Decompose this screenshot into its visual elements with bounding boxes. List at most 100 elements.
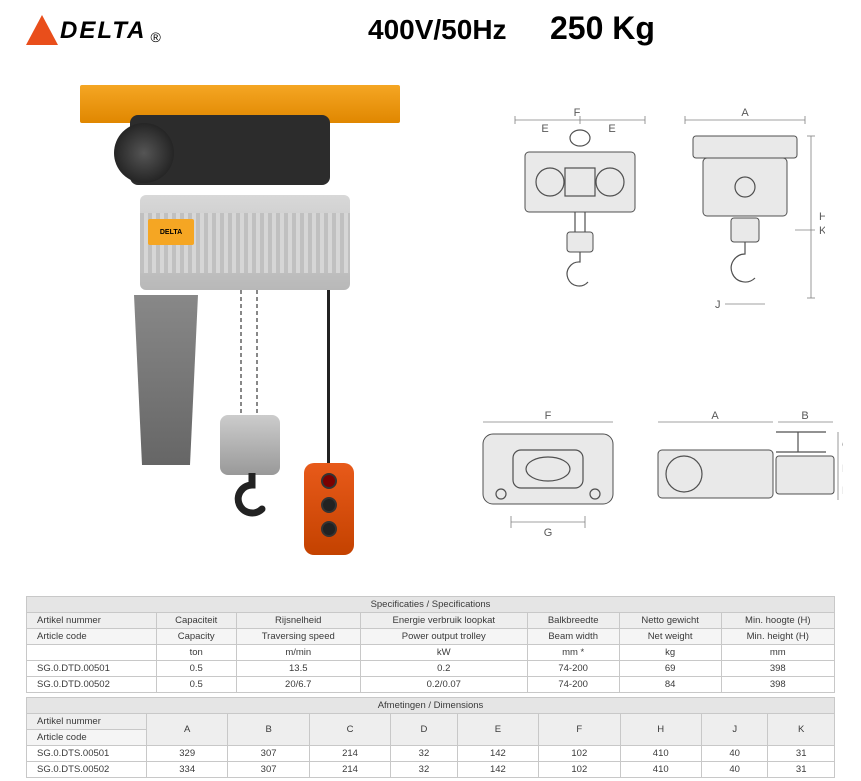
col-h2: Power output trolley: [360, 629, 527, 645]
cell: 142: [457, 746, 538, 762]
dim-J: J: [715, 299, 721, 311]
capacity-label: 250 Kg: [550, 10, 655, 47]
unit: kW: [360, 645, 527, 661]
table-row: SG.0.DTS.00501 329 307 214 32 142 102 41…: [27, 746, 835, 762]
col-h: C: [309, 714, 390, 746]
brand-name: DELTA: [60, 17, 146, 45]
col-h2: Capacity: [156, 629, 236, 645]
cell: 40: [701, 746, 768, 762]
col-h: F: [539, 714, 620, 746]
col-h2: Beam width: [527, 629, 619, 645]
registered-icon: ®: [150, 29, 160, 45]
col-h: D: [391, 714, 458, 746]
col-h: Artikel nummer: [27, 613, 157, 629]
col-h: Energie verbruik loopkat: [360, 613, 527, 629]
dim-E: E: [541, 123, 548, 135]
cell: 398: [721, 677, 834, 693]
col-h: K: [768, 714, 835, 746]
cell: 74-200: [527, 661, 619, 677]
cell: 0.2: [360, 661, 527, 677]
col-h2: Article code: [27, 730, 147, 746]
cell: 307: [228, 746, 309, 762]
pendant-control: [304, 463, 354, 555]
dim-K: K: [819, 225, 825, 237]
cell: 410: [620, 762, 701, 778]
trolley-motor: [114, 123, 174, 183]
table-row: SG.0.DTD.00502 0.5 20/6.7 0.2/0.07 74-20…: [27, 677, 835, 693]
cell: SG.0.DTD.00502: [27, 677, 157, 693]
cell: 31: [768, 746, 835, 762]
dim-G: G: [544, 527, 553, 539]
dim-F: F: [574, 107, 581, 119]
cell: 0.5: [156, 677, 236, 693]
cell: 410: [620, 746, 701, 762]
technical-drawing-top-side: F G A B C D E: [463, 410, 843, 550]
dim-H: H: [819, 211, 825, 223]
voltage-frequency: 400V/50Hz: [368, 14, 507, 46]
dim-E: E: [608, 123, 615, 135]
col-h: J: [701, 714, 768, 746]
pendant-button: [321, 521, 337, 537]
cell: 102: [539, 762, 620, 778]
col-h: Balkbreedte: [527, 613, 619, 629]
cell: 214: [309, 746, 390, 762]
cell: 20/6.7: [236, 677, 360, 693]
dim-A: A: [711, 410, 719, 422]
unit: m/min: [236, 645, 360, 661]
unit: kg: [619, 645, 721, 661]
col-h: Netto gewicht: [619, 613, 721, 629]
cell: 142: [457, 762, 538, 778]
cell: 69: [619, 661, 721, 677]
unit: mm: [721, 645, 834, 661]
unit: ton: [156, 645, 236, 661]
unit: [27, 645, 157, 661]
cell: 40: [701, 762, 768, 778]
dim-B: B: [801, 410, 808, 422]
dim-F: F: [545, 410, 552, 422]
dim-A: A: [741, 107, 749, 119]
cell: 307: [228, 762, 309, 778]
dim-C: C: [842, 439, 843, 451]
col-h: B: [228, 714, 309, 746]
cell: 0.2/0.07: [360, 677, 527, 693]
specifications-table: Specificaties / Specifications Artikel n…: [26, 596, 835, 693]
cell: 102: [539, 746, 620, 762]
col-h: H: [620, 714, 701, 746]
dimensions-table: Afmetingen / Dimensions Artikel nummer A…: [26, 697, 835, 778]
technical-drawing-front-side: F E E A H K J: [505, 100, 825, 330]
dim-D: D: [842, 463, 843, 475]
dim-E: E: [842, 485, 843, 497]
hook-block: [220, 415, 280, 475]
col-h: Rijsnelheid: [236, 613, 360, 629]
cell: 334: [147, 762, 228, 778]
dim-title: Afmetingen / Dimensions: [27, 698, 835, 714]
cell: 32: [391, 762, 458, 778]
cell: SG.0.DTS.00502: [27, 762, 147, 778]
col-h2: Article code: [27, 629, 157, 645]
cell: 32: [391, 746, 458, 762]
col-h: Artikel nummer: [27, 714, 147, 730]
cell: 31: [768, 762, 835, 778]
brand-badge: DELTA: [148, 219, 194, 245]
unit: mm *: [527, 645, 619, 661]
pendant-button: [321, 497, 337, 513]
brand-logo: DELTA ®: [26, 15, 161, 45]
cell: 0.5: [156, 661, 236, 677]
cell: 13.5: [236, 661, 360, 677]
cell: 74-200: [527, 677, 619, 693]
pendant-cable: [327, 290, 330, 465]
table-row: SG.0.DTD.00501 0.5 13.5 0.2 74-200 69 39…: [27, 661, 835, 677]
cell: 398: [721, 661, 834, 677]
col-h: E: [457, 714, 538, 746]
table-row: SG.0.DTS.00502 334 307 214 32 142 102 41…: [27, 762, 835, 778]
col-h2: Min. height (H): [721, 629, 834, 645]
col-h2: Net weight: [619, 629, 721, 645]
triangle-icon: [26, 15, 58, 45]
cell: 84: [619, 677, 721, 693]
col-h2: Traversing speed: [236, 629, 360, 645]
cell: 329: [147, 746, 228, 762]
col-h: Min. hoogte (H): [721, 613, 834, 629]
product-photo: DELTA: [80, 85, 400, 565]
spec-title: Specificaties / Specifications: [27, 597, 835, 613]
col-h: Capaciteit: [156, 613, 236, 629]
